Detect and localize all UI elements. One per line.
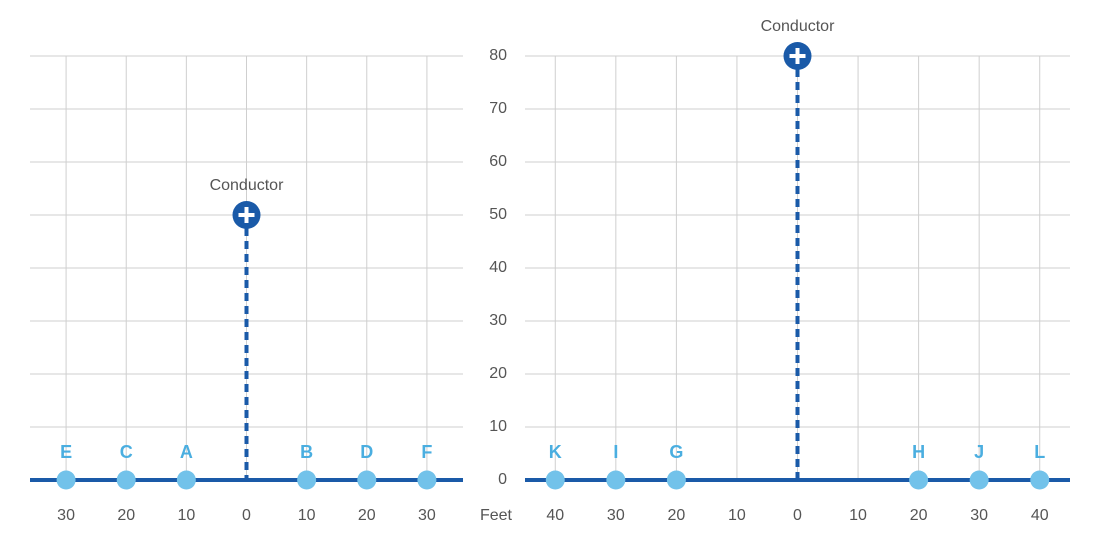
conductor-label: Conductor <box>761 18 835 35</box>
point-label: A <box>180 442 193 462</box>
x-tick-label: 10 <box>298 507 316 524</box>
point <box>545 470 565 490</box>
point-label: I <box>613 442 618 462</box>
x-tick-label: 30 <box>970 507 988 524</box>
x-tick-label: 0 <box>793 507 802 524</box>
x-tick-label: 20 <box>117 507 135 524</box>
x-tick-label: 10 <box>849 507 867 524</box>
y-tick-label: 50 <box>489 206 507 223</box>
point-label: J <box>974 442 984 462</box>
y-tick-label: 40 <box>489 259 507 276</box>
point <box>116 470 136 490</box>
point <box>297 470 317 490</box>
x-tick-label: 30 <box>607 507 625 524</box>
point <box>969 470 989 490</box>
conductor-label: Conductor <box>210 177 284 194</box>
conductor-plus <box>789 48 806 64</box>
point-label: B <box>300 442 313 462</box>
y-tick-label: 10 <box>489 418 507 435</box>
point <box>357 470 377 490</box>
point-label: C <box>120 442 133 462</box>
point-label: H <box>912 442 925 462</box>
point <box>606 470 626 490</box>
x-tick-label: 10 <box>728 507 746 524</box>
x-tick-label: 20 <box>910 507 928 524</box>
y-tick-label: 60 <box>489 153 507 170</box>
point-label: G <box>669 442 683 462</box>
x-tick-label: 20 <box>667 507 685 524</box>
point-label: K <box>549 442 562 462</box>
x-axis-label: Feet <box>480 507 513 524</box>
point <box>909 470 929 490</box>
y-tick-label: 0 <box>498 471 507 488</box>
x-tick-label: 0 <box>242 507 251 524</box>
y-tick-label: 70 <box>489 100 507 117</box>
point-label: E <box>60 442 72 462</box>
y-tick-label: 80 <box>489 47 507 64</box>
x-tick-label: 30 <box>418 507 436 524</box>
point-label: L <box>1034 442 1045 462</box>
y-tick-label: 20 <box>489 365 507 382</box>
x-tick-label: 30 <box>57 507 75 524</box>
conductor-plus <box>238 207 255 223</box>
point <box>1030 470 1050 490</box>
x-tick-label: 40 <box>1031 507 1049 524</box>
point <box>666 470 686 490</box>
point-label: F <box>421 442 432 462</box>
point-label: D <box>360 442 373 462</box>
x-tick-label: 20 <box>358 507 376 524</box>
x-tick-label: 40 <box>546 507 564 524</box>
point <box>176 470 196 490</box>
y-tick-label: 30 <box>489 312 507 329</box>
x-tick-label: 10 <box>177 507 195 524</box>
point <box>56 470 76 490</box>
point <box>417 470 437 490</box>
